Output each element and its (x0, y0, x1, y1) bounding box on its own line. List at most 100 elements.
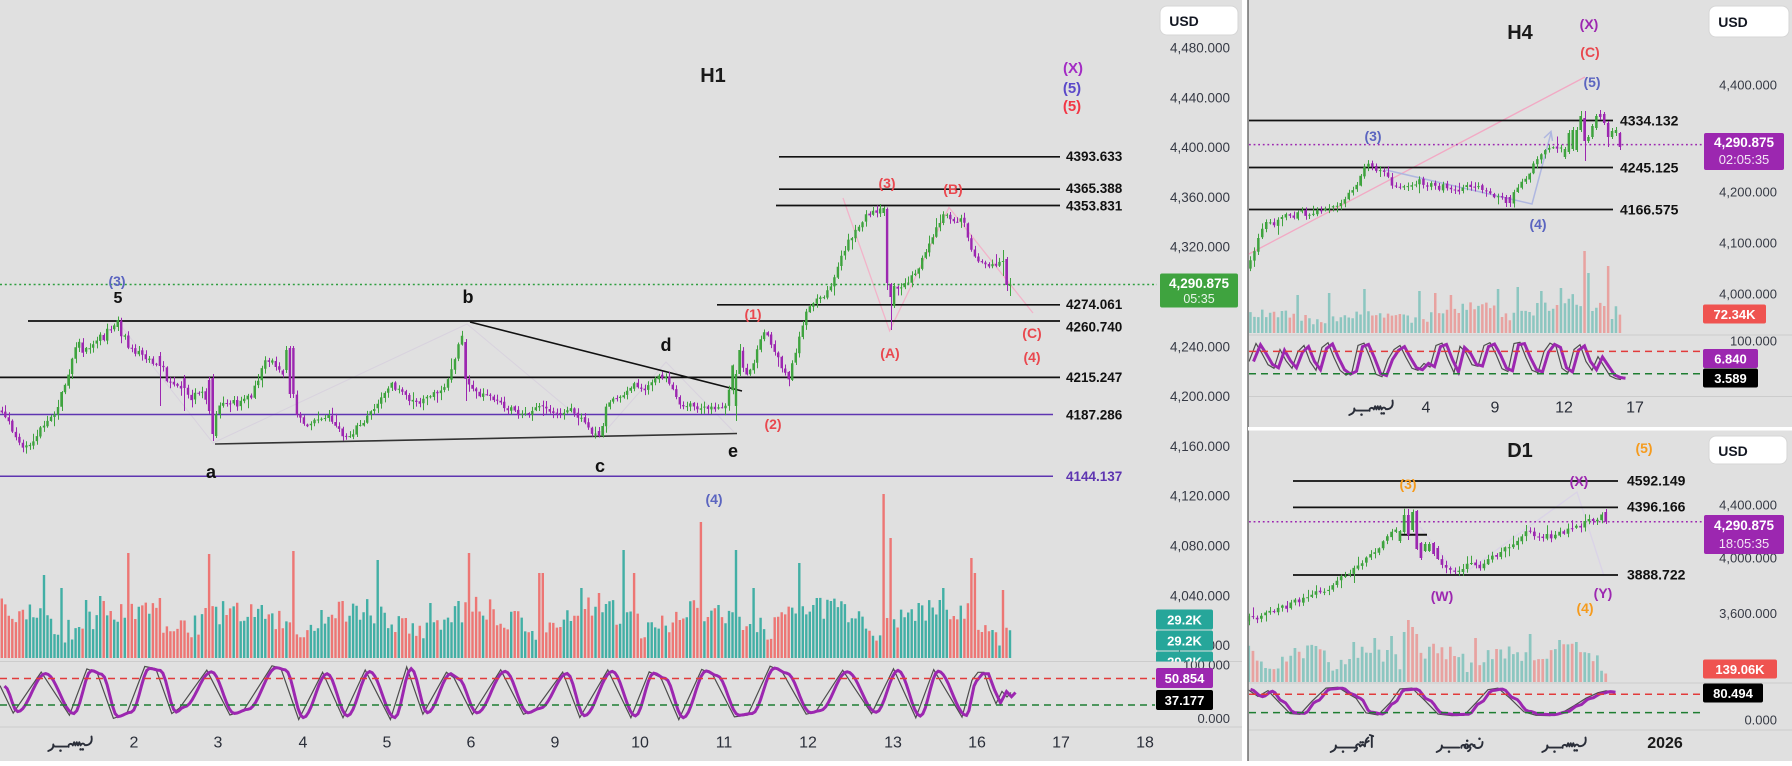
svg-text:4,360.000: 4,360.000 (1170, 190, 1230, 205)
svg-text:a: a (206, 462, 217, 482)
svg-text:2026: 2026 (1647, 735, 1683, 752)
svg-text:0.000: 0.000 (1744, 713, 1777, 728)
svg-text:4,290.875: 4,290.875 (1714, 518, 1775, 533)
svg-text:4245.125: 4245.125 (1620, 160, 1679, 176)
svg-text:(1): (1) (744, 306, 761, 322)
svg-text:100.000: 100.000 (1730, 334, 1777, 349)
svg-text:02:05:35: 02:05:35 (1719, 152, 1770, 167)
svg-text:USD: USD (1718, 14, 1748, 30)
svg-text:4,400.000: 4,400.000 (1719, 497, 1777, 512)
svg-text:e: e (728, 441, 738, 461)
svg-text:3: 3 (214, 735, 223, 752)
svg-text:4274.061: 4274.061 (1066, 297, 1123, 312)
svg-text:2: 2 (130, 735, 139, 752)
svg-text:(B): (B) (943, 181, 962, 197)
svg-text:4,160.000: 4,160.000 (1170, 439, 1230, 454)
svg-text:3.589: 3.589 (1714, 371, 1747, 386)
svg-text:4: 4 (1422, 400, 1431, 417)
svg-text:4,120.000: 4,120.000 (1170, 489, 1230, 504)
svg-text:(5): (5) (1063, 80, 1081, 97)
svg-text:4,400.000: 4,400.000 (1719, 78, 1777, 93)
svg-text:H4: H4 (1507, 22, 1533, 44)
svg-text:(3): (3) (1399, 476, 1416, 492)
svg-text:29.2K: 29.2K (1167, 655, 1202, 670)
svg-text:(W): (W) (1431, 588, 1454, 604)
svg-text:4,320.000: 4,320.000 (1170, 240, 1230, 255)
svg-text:(X): (X) (1580, 16, 1599, 32)
svg-text:3,600.000: 3,600.000 (1719, 606, 1777, 621)
svg-text:4,290.875: 4,290.875 (1169, 276, 1230, 291)
svg-text:H1: H1 (700, 65, 726, 87)
svg-text:4,400.000: 4,400.000 (1170, 140, 1230, 155)
svg-text:USD: USD (1169, 13, 1199, 29)
svg-text:6: 6 (467, 735, 476, 752)
svg-text:4,080.000: 4,080.000 (1170, 539, 1230, 554)
svg-text:4,100.000: 4,100.000 (1719, 236, 1777, 251)
svg-text:0.000: 0.000 (1197, 711, 1230, 726)
svg-text:37.177: 37.177 (1165, 693, 1205, 708)
svg-text:4334.132: 4334.132 (1620, 113, 1679, 129)
svg-text:6.840: 6.840 (1714, 352, 1747, 367)
svg-text:4365.388: 4365.388 (1066, 181, 1123, 196)
svg-text:(Y): (Y) (1594, 585, 1613, 601)
svg-text:4,000.000: 4,000.000 (1719, 287, 1777, 302)
svg-text:4592.149: 4592.149 (1627, 473, 1686, 489)
svg-text:4,290.875: 4,290.875 (1714, 135, 1775, 150)
svg-text:4396.166: 4396.166 (1627, 499, 1686, 515)
svg-text:4166.575: 4166.575 (1620, 202, 1679, 218)
svg-text:(3): (3) (108, 273, 125, 289)
svg-text:4,480.000: 4,480.000 (1170, 41, 1230, 56)
svg-text:18: 18 (1136, 735, 1154, 752)
svg-text:(4): (4) (1576, 600, 1593, 616)
svg-text:(4): (4) (705, 491, 722, 507)
svg-text:4,200.000: 4,200.000 (1170, 389, 1230, 404)
svg-text:17: 17 (1052, 735, 1070, 752)
svg-text:4187.286: 4187.286 (1066, 408, 1123, 423)
svg-text:17: 17 (1626, 400, 1644, 417)
svg-text:D1: D1 (1507, 440, 1533, 462)
svg-text:(4): (4) (1529, 216, 1546, 232)
svg-text:(X): (X) (1570, 473, 1589, 489)
svg-text:(4): (4) (1023, 349, 1040, 365)
svg-text:4144.137: 4144.137 (1066, 469, 1122, 484)
svg-text:(C): (C) (1580, 44, 1599, 60)
svg-text:4260.740: 4260.740 (1066, 320, 1122, 335)
svg-text:4: 4 (299, 735, 308, 752)
svg-text:11: 11 (716, 735, 733, 752)
svg-text:(5): (5) (1635, 440, 1652, 456)
svg-text:(5): (5) (1063, 98, 1081, 115)
svg-text:(2): (2) (764, 416, 781, 432)
svg-text:12: 12 (1555, 400, 1573, 417)
svg-text:29.2K: 29.2K (1167, 613, 1202, 628)
svg-text:b: b (463, 287, 474, 307)
svg-text:05:35: 05:35 (1183, 292, 1214, 306)
svg-text:5: 5 (114, 290, 123, 307)
svg-text:4,000.000: 4,000.000 (1719, 551, 1777, 566)
svg-text:4,040.000: 4,040.000 (1170, 588, 1230, 603)
svg-text:(C): (C) (1022, 325, 1041, 341)
svg-text:(3): (3) (878, 175, 895, 191)
svg-text:d: d (661, 335, 672, 355)
svg-text:(5): (5) (1583, 74, 1600, 90)
svg-text:4,200.000: 4,200.000 (1719, 185, 1777, 200)
svg-text:USD: USD (1718, 443, 1748, 459)
svg-text:18:05:35: 18:05:35 (1719, 536, 1770, 551)
svg-text:3888.722: 3888.722 (1627, 567, 1686, 583)
svg-text:10: 10 (631, 735, 649, 752)
svg-text:50.854: 50.854 (1165, 671, 1206, 686)
svg-text:(A): (A) (880, 345, 899, 361)
svg-text:13: 13 (884, 735, 902, 752)
svg-text:(X): (X) (1063, 60, 1083, 77)
svg-text:4,240.000: 4,240.000 (1170, 339, 1230, 354)
svg-text:4215.247: 4215.247 (1066, 370, 1122, 385)
svg-text:72.34K: 72.34K (1714, 307, 1757, 322)
svg-text:9: 9 (1491, 400, 1500, 417)
svg-text:5: 5 (383, 735, 392, 752)
svg-text:4393.633: 4393.633 (1066, 149, 1123, 164)
svg-text:29.2K: 29.2K (1167, 634, 1202, 649)
svg-text:139.06K: 139.06K (1715, 662, 1765, 677)
svg-text:16: 16 (968, 735, 986, 752)
svg-text:80.494: 80.494 (1713, 686, 1754, 701)
svg-text:4353.831: 4353.831 (1066, 199, 1123, 214)
svg-text:9: 9 (551, 735, 560, 752)
